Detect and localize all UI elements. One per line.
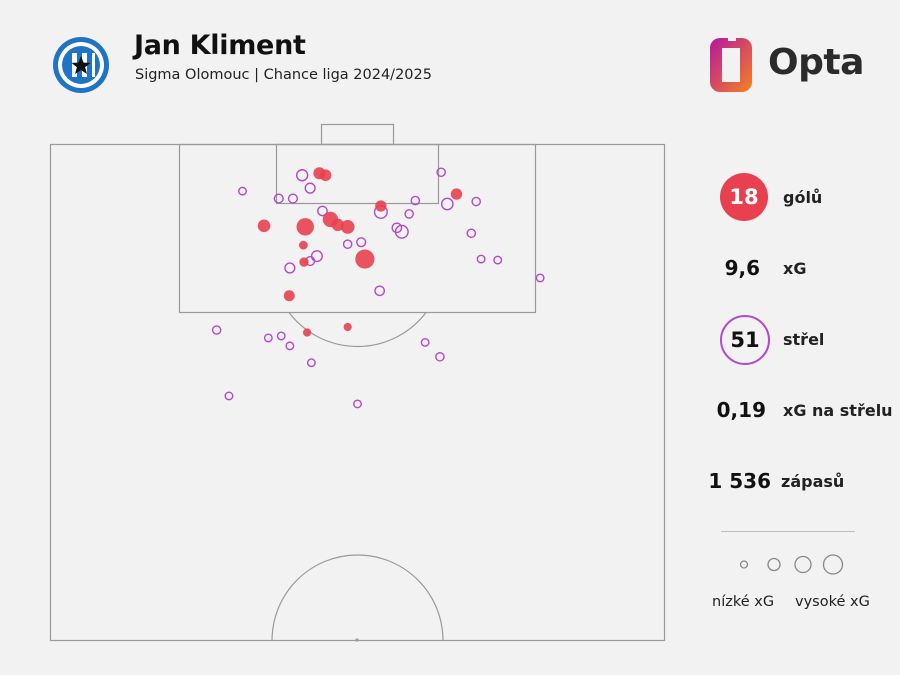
goal-area (275, 143, 440, 205)
legend-circle-4 (822, 554, 844, 575)
goal-point (343, 322, 352, 332)
xg-per-shot-label: xG na střelu (783, 401, 893, 420)
goal-point (340, 219, 355, 234)
divider (721, 531, 855, 532)
shot-point (410, 195, 421, 206)
xg-value: 9,6 (724, 256, 760, 280)
shot-point (471, 196, 482, 207)
shot-point (493, 255, 503, 265)
shot-point (238, 186, 247, 196)
shot-point (285, 341, 295, 351)
brand-name: Opta (768, 42, 864, 83)
matches-value: 1 536 (708, 469, 771, 493)
goal (320, 123, 395, 146)
center-circle (271, 554, 444, 641)
goal-point (296, 218, 314, 236)
goal-point (375, 200, 387, 212)
shot-point (353, 399, 362, 409)
shots-label: střel (783, 330, 825, 349)
xg-per-shot-value: 0,19 (716, 398, 766, 422)
goal-point (302, 328, 312, 337)
goal-point (283, 290, 295, 302)
penalty-area (178, 143, 537, 314)
shot-point (276, 331, 286, 341)
subtitle: Sigma Olomouc | Chance liga 2024/2025 (135, 67, 432, 83)
xg-label: xG (783, 259, 807, 278)
goal-point (257, 219, 271, 233)
legend-circle-1 (739, 560, 749, 569)
goal-point (319, 169, 332, 182)
shot-point (211, 325, 222, 335)
shot-point (535, 273, 545, 283)
matches-label: zápasů (781, 472, 845, 491)
shot-point (310, 250, 323, 263)
shot-point (435, 351, 445, 362)
shot-point (263, 333, 273, 343)
shot-point (306, 358, 316, 368)
shots-badge: 51 (720, 315, 770, 365)
shot-point (374, 285, 385, 297)
goals-label: gólů (783, 188, 823, 207)
penalty-arc (288, 312, 427, 348)
shot-point (284, 262, 296, 274)
shot-point (476, 254, 486, 264)
shot-point (224, 391, 234, 401)
center-spot (355, 638, 359, 642)
club-crest-logo (53, 37, 109, 93)
goal-point (299, 257, 309, 267)
shot-point (356, 237, 367, 248)
goal-point (450, 188, 463, 200)
shot-point (342, 239, 353, 249)
player-name: Jan Kliment (134, 30, 306, 61)
goal-point (298, 240, 308, 250)
legend-low-label: nízké xG (712, 594, 775, 610)
shot-point (317, 205, 328, 217)
legend-circle-3 (794, 555, 812, 574)
shot-point (436, 167, 446, 178)
shot-point (394, 224, 409, 239)
shot-point (304, 182, 316, 194)
goal-point (355, 249, 375, 269)
shot-point (391, 222, 403, 234)
shot-point (420, 337, 430, 347)
pitch-outline (49, 143, 666, 642)
shot-point (273, 193, 284, 204)
legend-high-label: vysoké xG (795, 594, 870, 610)
shot-point (440, 197, 454, 211)
goals-badge: 18 (720, 173, 768, 221)
shot-point (466, 228, 477, 239)
shot-point (295, 169, 309, 182)
shot-point (287, 193, 299, 204)
legend-circle-2 (767, 557, 781, 572)
xg-size-legend (739, 554, 844, 575)
opta-logo-icon (710, 35, 752, 92)
shot-point (404, 209, 414, 219)
